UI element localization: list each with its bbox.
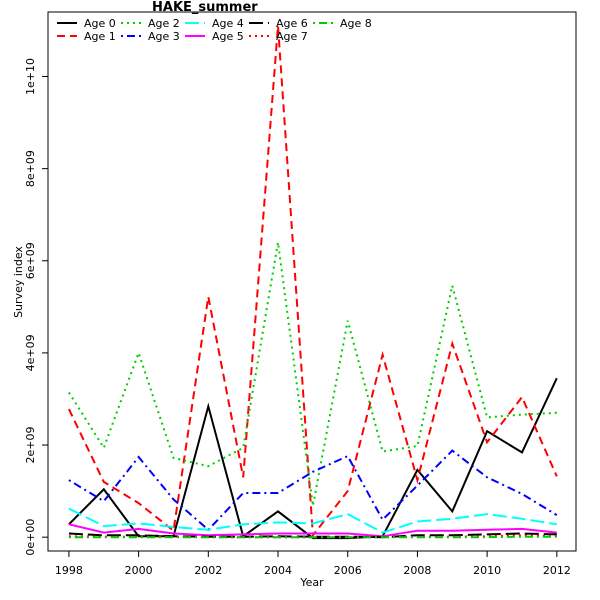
legend-label: Age 2	[148, 17, 180, 30]
y-tick-label: 1e+10	[24, 58, 37, 95]
x-tick-label: 2012	[543, 564, 571, 577]
legend-label: Age 1	[84, 30, 116, 43]
legend-label: Age 7	[276, 30, 308, 43]
x-tick-label: 2002	[194, 564, 222, 577]
y-tick-label: 6e+09	[24, 242, 37, 279]
series-line-age-4	[68, 507, 557, 534]
x-tick-label: 2000	[125, 564, 153, 577]
legend-label: Age 0	[84, 17, 116, 30]
series-line-age-8	[68, 535, 557, 539]
x-tick-label: 2004	[264, 564, 292, 577]
series-line-age-5	[68, 523, 557, 538]
legend-label: Age 6	[276, 17, 308, 30]
series-line-age-2	[68, 242, 557, 507]
x-tick-label: 2006	[334, 564, 362, 577]
series-line-age-3	[68, 449, 558, 532]
series-line-age-6	[68, 532, 557, 539]
legend-label: Age 4	[212, 17, 244, 30]
x-axis-label: Year	[299, 576, 324, 589]
legend-label: Age 3	[148, 30, 180, 43]
x-axis: 1998 2000 2002 2004 2006 2008 2010 2012	[55, 550, 571, 577]
x-tick-label: 2010	[473, 564, 501, 577]
legend-label: Age 5	[212, 30, 244, 43]
series-line-age-1	[67, 25, 558, 538]
chart-title: HAKE_summer	[152, 0, 258, 15]
x-tick-label: 2008	[403, 564, 431, 577]
y-axis: 0e+00 2e+09 4e+09 6e+09 8e+09 1e+10	[24, 58, 49, 556]
legend-label: Age 8	[340, 17, 372, 30]
x-tick-label: 1998	[55, 564, 83, 577]
y-tick-label: 4e+09	[24, 334, 37, 371]
y-tick-label: 8e+09	[24, 150, 37, 187]
series-lines	[67, 25, 558, 540]
y-axis-label: Survey index	[12, 246, 25, 318]
y-tick-label: 2e+09	[24, 427, 37, 464]
y-tick-label: 0e+00	[24, 519, 37, 556]
